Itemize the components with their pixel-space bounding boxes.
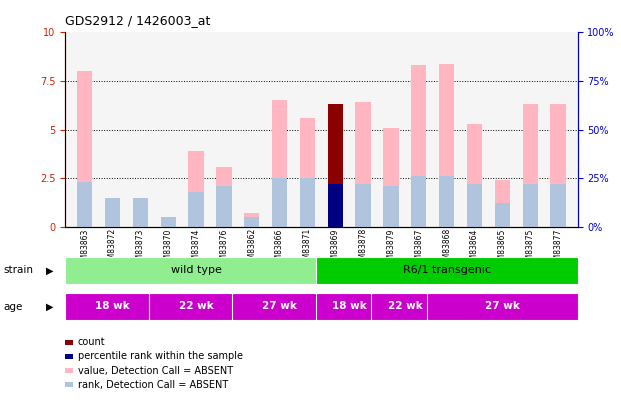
Bar [439, 176, 455, 227]
Bar [272, 178, 288, 227]
Bar [371, 293, 438, 320]
Bar [149, 293, 243, 320]
Text: percentile rank within the sample: percentile rank within the sample [78, 352, 243, 361]
Text: 27 wk: 27 wk [262, 301, 297, 311]
Bar [216, 186, 232, 227]
Bar [439, 64, 455, 227]
Text: value, Detection Call = ABSENT: value, Detection Call = ABSENT [78, 366, 233, 375]
Bar [411, 176, 427, 227]
Bar [355, 184, 371, 227]
Bar [495, 203, 510, 227]
Bar [216, 166, 232, 227]
Bar [232, 293, 327, 320]
Text: R6/1 transgenic: R6/1 transgenic [402, 265, 491, 275]
Text: GDS2912 / 1426003_at: GDS2912 / 1426003_at [65, 14, 211, 27]
Bar [133, 198, 148, 227]
Bar [65, 257, 327, 284]
Text: strain: strain [3, 265, 33, 275]
Bar [328, 184, 343, 227]
Bar [300, 178, 315, 227]
Bar [355, 102, 371, 227]
Bar [244, 213, 260, 227]
Bar [495, 180, 510, 227]
Bar [550, 184, 566, 227]
Bar [77, 182, 93, 227]
Text: 18 wk: 18 wk [332, 301, 366, 311]
Text: age: age [3, 302, 22, 312]
Bar [244, 217, 260, 227]
Text: 22 wk: 22 wk [179, 301, 214, 311]
Bar [300, 118, 315, 227]
Bar [383, 186, 399, 227]
Text: count: count [78, 337, 105, 347]
Text: 22 wk: 22 wk [388, 301, 422, 311]
Text: ▶: ▶ [46, 302, 53, 312]
Bar [65, 293, 160, 320]
Bar [161, 217, 176, 227]
Bar [188, 151, 204, 227]
Text: ▶: ▶ [46, 265, 53, 275]
Bar [467, 184, 482, 227]
Bar [188, 192, 204, 227]
Bar [522, 104, 538, 227]
Text: 27 wk: 27 wk [485, 301, 520, 311]
Bar [316, 293, 383, 320]
Bar [161, 217, 176, 227]
Bar [105, 198, 120, 227]
Bar [383, 128, 399, 227]
Bar [522, 184, 538, 227]
Bar [77, 71, 93, 227]
Bar [411, 66, 427, 227]
Text: 18 wk: 18 wk [95, 301, 130, 311]
Bar [467, 124, 482, 227]
Bar [550, 104, 566, 227]
Bar [427, 293, 578, 320]
Bar [133, 200, 148, 227]
Text: rank, Detection Call = ABSENT: rank, Detection Call = ABSENT [78, 380, 228, 390]
Bar [272, 100, 288, 227]
Bar [328, 104, 343, 227]
Bar [105, 202, 120, 227]
Bar [316, 257, 578, 284]
Text: wild type: wild type [171, 265, 222, 275]
